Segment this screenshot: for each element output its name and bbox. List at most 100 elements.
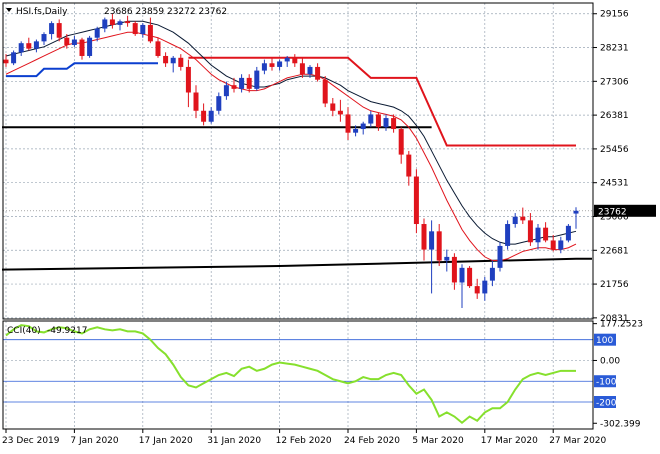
candle-body bbox=[482, 280, 488, 294]
current-price-label: 23762 bbox=[598, 207, 627, 217]
grid-lines bbox=[3, 3, 593, 429]
candle-body bbox=[269, 63, 275, 67]
candle-body bbox=[375, 114, 381, 128]
candle-body bbox=[535, 227, 541, 243]
candle-body bbox=[246, 77, 252, 89]
date-tick-label: 31 Jan 2020 bbox=[207, 436, 261, 446]
candle-body bbox=[125, 21, 131, 24]
candle-body bbox=[102, 19, 108, 29]
price-tick-label: 26381 bbox=[600, 111, 629, 121]
candle-body bbox=[79, 39, 85, 56]
cci-level-badge bbox=[594, 396, 616, 408]
cci-line bbox=[5, 324, 577, 425]
candle-body bbox=[178, 57, 184, 67]
candle-body bbox=[49, 23, 55, 35]
cci-tick-label: 100 bbox=[596, 336, 613, 346]
price-axis: 29156 28231 27306 26381 25456 24531 23606 22681… bbox=[593, 10, 656, 429]
cci-header: CCI(40) -49.9217 bbox=[7, 326, 87, 336]
candle-body bbox=[299, 63, 305, 75]
current-price-box bbox=[594, 204, 656, 217]
candle-body bbox=[87, 37, 93, 56]
candle-body bbox=[284, 57, 290, 62]
candle-body bbox=[459, 267, 465, 283]
moving-average-fast bbox=[5, 31, 577, 262]
candle-body bbox=[345, 114, 351, 133]
candle-body bbox=[155, 41, 161, 56]
price-tick-label: 25456 bbox=[600, 145, 629, 155]
price-tick-label: 22681 bbox=[600, 246, 629, 256]
price-tick-label: 27306 bbox=[600, 77, 629, 87]
support-line-lower bbox=[1, 257, 592, 271]
candle-body bbox=[505, 224, 511, 246]
candle-body bbox=[383, 118, 389, 128]
date-tick-label: 17 Jan 2020 bbox=[139, 436, 193, 446]
candle-body bbox=[550, 240, 556, 250]
indicator-overlays bbox=[1, 20, 593, 271]
date-axis: 23 Dec 2019 7 Jan 2020 17 Jan 2020 31 Jan 2… bbox=[2, 429, 607, 446]
date-tick-label: 5 Mar 2020 bbox=[412, 436, 464, 446]
candle-body bbox=[489, 267, 495, 281]
candle-body bbox=[315, 66, 321, 80]
cci-indicator bbox=[3, 324, 593, 425]
candle-body bbox=[170, 57, 176, 64]
date-tick-label: 27 Mar 2020 bbox=[549, 436, 606, 446]
collapse-arrow-icon[interactable] bbox=[6, 8, 12, 12]
candle-body bbox=[163, 55, 169, 64]
candle-body bbox=[421, 224, 427, 250]
candle-body bbox=[330, 103, 336, 111]
candlesticks bbox=[3, 13, 579, 309]
cci-tick-label: -100 bbox=[596, 378, 617, 388]
cci-level-badge bbox=[594, 375, 616, 388]
candle-body bbox=[231, 85, 237, 89]
candle-body bbox=[277, 61, 283, 67]
date-tick-label: 17 Mar 2020 bbox=[481, 436, 538, 446]
resistance-step-line bbox=[188, 56, 576, 147]
candle-body bbox=[208, 110, 214, 122]
candle-body bbox=[292, 57, 298, 64]
price-tick-label: 21756 bbox=[600, 280, 629, 290]
candle-body bbox=[254, 70, 260, 89]
candle-body bbox=[527, 220, 533, 243]
candle-body bbox=[406, 154, 412, 177]
candle-body bbox=[94, 28, 100, 38]
date-tick-label: 23 Dec 2019 bbox=[2, 436, 60, 446]
cci-value: -49.9217 bbox=[47, 326, 87, 336]
candle-body bbox=[201, 110, 207, 122]
cci-tick-label: 0.00 bbox=[600, 356, 620, 366]
candle-body bbox=[132, 23, 138, 35]
candle-body bbox=[467, 267, 473, 287]
candle-body bbox=[3, 59, 9, 64]
candle-body bbox=[64, 37, 70, 46]
cci-pane-frame bbox=[2, 320, 594, 430]
candle-body bbox=[261, 63, 267, 71]
candle-body bbox=[140, 24, 146, 35]
candle-body bbox=[512, 216, 518, 225]
candle-body bbox=[41, 34, 47, 42]
candle-body bbox=[185, 66, 191, 93]
price-tick-label: 28231 bbox=[600, 44, 629, 54]
moving-average-slow bbox=[5, 20, 577, 245]
price-tick-label: 24531 bbox=[600, 179, 629, 189]
date-tick-label: 12 Feb 2020 bbox=[276, 436, 332, 446]
candle-body bbox=[444, 256, 450, 261]
candle-body bbox=[117, 21, 123, 25]
candle-body bbox=[56, 23, 62, 38]
candle-body bbox=[71, 39, 77, 46]
candle-body bbox=[26, 43, 32, 49]
candle-body bbox=[558, 240, 564, 250]
candle-body bbox=[565, 225, 571, 241]
symbol-label: HSI.fs,Daily bbox=[16, 7, 68, 17]
date-tick-label: 7 Jan 2020 bbox=[70, 436, 118, 446]
candle-body bbox=[11, 52, 17, 64]
main-header: HSI.fs,Daily 23686 23859 23272 23762 bbox=[6, 7, 227, 17]
cci-tick-label: -200 bbox=[596, 399, 617, 409]
candle-body bbox=[353, 129, 359, 133]
candle-body bbox=[322, 79, 328, 104]
ohlc-values: 23686 23859 23272 23762 bbox=[104, 7, 227, 17]
price-tick-label: 23606 bbox=[600, 212, 629, 222]
cci-tick-label: -302.399 bbox=[600, 419, 641, 429]
candle-body bbox=[223, 85, 229, 97]
candle-body bbox=[436, 231, 442, 261]
